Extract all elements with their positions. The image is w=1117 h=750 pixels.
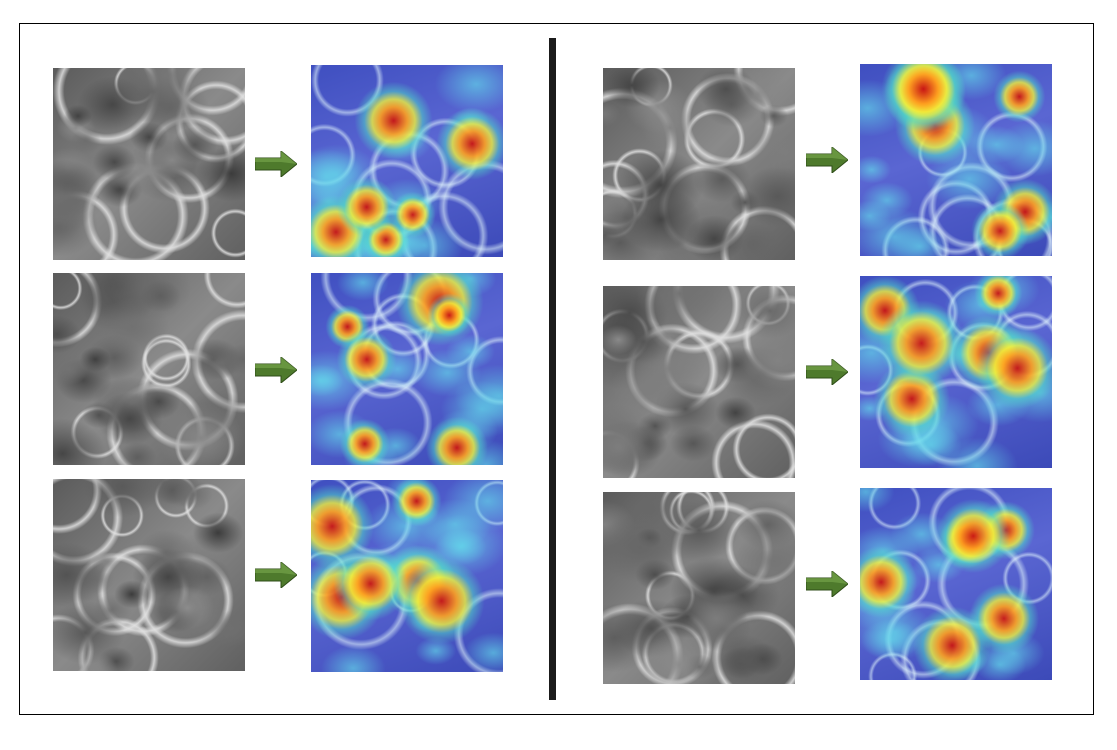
heatmap-overlay-6 — [860, 488, 1052, 680]
right-arrow-icon — [806, 147, 848, 173]
sem-micrograph-3 — [53, 479, 245, 671]
right-arrow-icon — [806, 571, 848, 597]
sem-micrograph-5 — [603, 286, 795, 478]
right-arrow-icon — [255, 562, 297, 588]
sem-micrograph-1 — [53, 68, 245, 260]
right-arrow-icon — [255, 151, 297, 177]
figure-frame — [19, 23, 1094, 715]
sem-micrograph-2 — [53, 273, 245, 465]
right-arrow-icon — [255, 357, 297, 383]
panel-divider — [549, 38, 556, 700]
heatmap-overlay-4 — [860, 64, 1052, 256]
heatmap-overlay-3 — [311, 480, 503, 672]
heatmap-overlay-1 — [311, 65, 503, 257]
sem-micrograph-4 — [603, 68, 795, 260]
heatmap-overlay-5 — [860, 276, 1052, 468]
heatmap-overlay-2 — [311, 273, 503, 465]
right-arrow-icon — [806, 359, 848, 385]
sem-micrograph-6 — [603, 492, 795, 684]
